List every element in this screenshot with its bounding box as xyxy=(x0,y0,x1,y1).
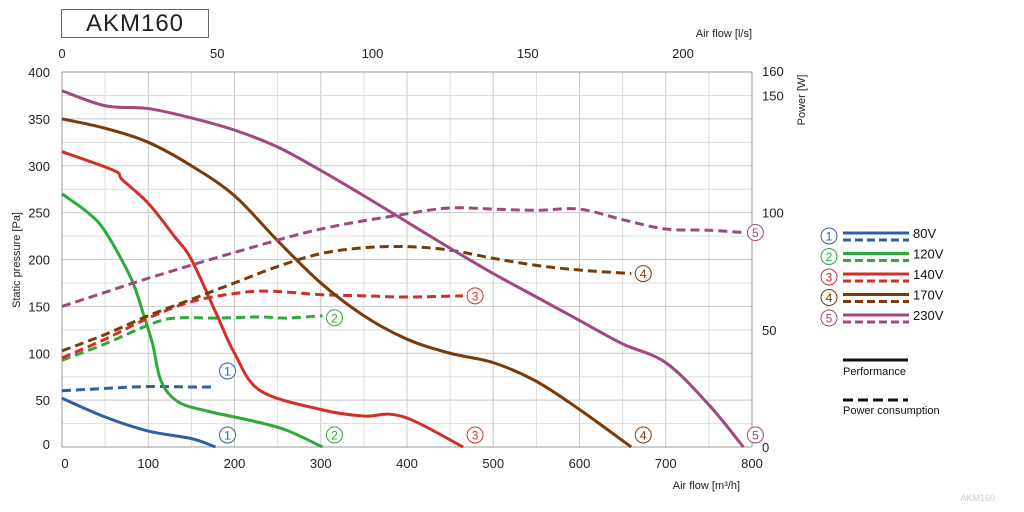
x-top-axis-label: Air flow [l/s] xyxy=(696,28,752,40)
x-tick-label: 300 xyxy=(310,456,332,471)
y-tick-label: 150 xyxy=(28,299,50,314)
power-curve-80V xyxy=(61,384,216,393)
x-top-tick-label: 150 xyxy=(517,46,539,61)
power-label-5 xyxy=(746,224,764,242)
y-tick-label: 300 xyxy=(28,159,50,174)
power-label-4 xyxy=(634,265,652,283)
x-tick-label: 600 xyxy=(569,456,591,471)
performance-label-5 xyxy=(746,426,764,444)
x-tick-label: 500 xyxy=(482,456,504,471)
legend-badge-1 xyxy=(820,227,838,245)
power-label-1-text: 1 xyxy=(224,365,231,379)
legend-badge-2-text: 2 xyxy=(826,250,833,264)
y-tick-label: 200 xyxy=(28,253,50,268)
y-tick-label: 0 xyxy=(43,437,50,452)
power-label-1 xyxy=(219,362,237,380)
performance-label-4-text: 4 xyxy=(640,429,647,443)
legend-label-170V: 170V xyxy=(913,288,944,303)
legend-badge-5 xyxy=(820,309,838,327)
axes: 0 100 200 300 400 500 600 700 800050100150200250… xyxy=(28,46,783,471)
y-right-tick-label: 0 xyxy=(762,440,769,455)
legend-badge-3 xyxy=(820,268,838,286)
legend-badge-4-text: 4 xyxy=(826,291,833,305)
y-tick-label: 400 xyxy=(28,65,50,80)
x-tick-label: 0 xyxy=(61,456,68,471)
power-label-2-text: 2 xyxy=(331,311,338,325)
y-tick-label: 100 xyxy=(28,346,50,361)
x-tick-label: 800 xyxy=(741,456,763,471)
y-right-tick-label: 150 xyxy=(762,88,784,103)
legend-badge-5-text: 5 xyxy=(826,312,833,326)
y-tick-label: 250 xyxy=(28,206,50,221)
performance-curve-170V xyxy=(61,117,633,449)
performance-label-1 xyxy=(219,426,237,444)
legend-power-label: Power consumption xyxy=(843,405,940,417)
legend-label-230V: 230V xyxy=(913,308,944,323)
chart-title: AKM160 xyxy=(61,9,209,38)
watermark: AKM160 xyxy=(960,493,995,503)
legend-label-140V: 140V xyxy=(913,267,944,282)
performance-curve-140V xyxy=(61,150,464,449)
legend-badge-3-text: 3 xyxy=(826,271,833,285)
legend-badge-1-text: 1 xyxy=(826,230,833,244)
x-tick-label: 400 xyxy=(396,456,418,471)
x-top-tick-label: 200 xyxy=(672,46,694,61)
x-axis-label: Air flow [m³/h] xyxy=(673,480,740,492)
performance-curve-230V xyxy=(61,89,745,448)
performance-curve-120V xyxy=(61,192,324,449)
performance-label-5-text: 5 xyxy=(752,429,759,443)
legend-label-80V: 80V xyxy=(913,226,936,241)
x-tick-label: 700 xyxy=(655,456,677,471)
power-label-3-text: 3 xyxy=(472,289,479,303)
x-tick-label: 100 xyxy=(137,456,159,471)
legend-badge-4 xyxy=(820,289,838,306)
performance-label-3-text: 3 xyxy=(472,429,479,443)
curves xyxy=(61,89,745,449)
legend: 80V 120V 140V 170V 230V xyxy=(843,226,944,402)
y-right-axis-label: Power [W] xyxy=(796,75,808,126)
performance-label-1-text: 1 xyxy=(224,429,231,443)
y-right-tick-label: 100 xyxy=(762,206,784,221)
power-curve-170V xyxy=(61,244,632,353)
x-top-tick-label: 50 xyxy=(210,46,224,61)
x-tick-label: 200 xyxy=(224,456,246,471)
power-label-3 xyxy=(466,287,484,305)
power-curve-120V xyxy=(61,314,323,362)
power-label-5-text: 5 xyxy=(752,226,759,240)
performance-label-2-text: 2 xyxy=(331,429,338,443)
performance-label-3 xyxy=(466,426,484,444)
x-top-tick-label: 100 xyxy=(362,46,384,61)
legend-performance-label: Performance xyxy=(843,366,906,378)
curve-labels: 1 1 1 2 2 2 3 3 3 4 4 4 5 5 5 xyxy=(219,224,838,444)
power-curve-230V xyxy=(61,206,744,308)
performance-label-2 xyxy=(325,426,343,444)
power-label-2 xyxy=(325,309,343,327)
legend-label-120V: 120V xyxy=(913,247,944,262)
power-curve-140V xyxy=(61,289,464,360)
power-label-4-text: 4 xyxy=(640,267,647,281)
performance-label-4 xyxy=(634,426,652,444)
legend-badge-2 xyxy=(820,248,838,265)
y-right-tick-label: 50 xyxy=(762,323,776,338)
performance-curve-80V xyxy=(61,396,217,449)
y-tick-label: 50 xyxy=(36,393,50,408)
y-right-tick-label: 160 xyxy=(762,64,784,79)
y-tick-label: 350 xyxy=(28,112,50,127)
x-top-tick-label: 0 xyxy=(58,46,65,61)
y-axis-label: Static pressure [Pa] xyxy=(11,212,23,308)
